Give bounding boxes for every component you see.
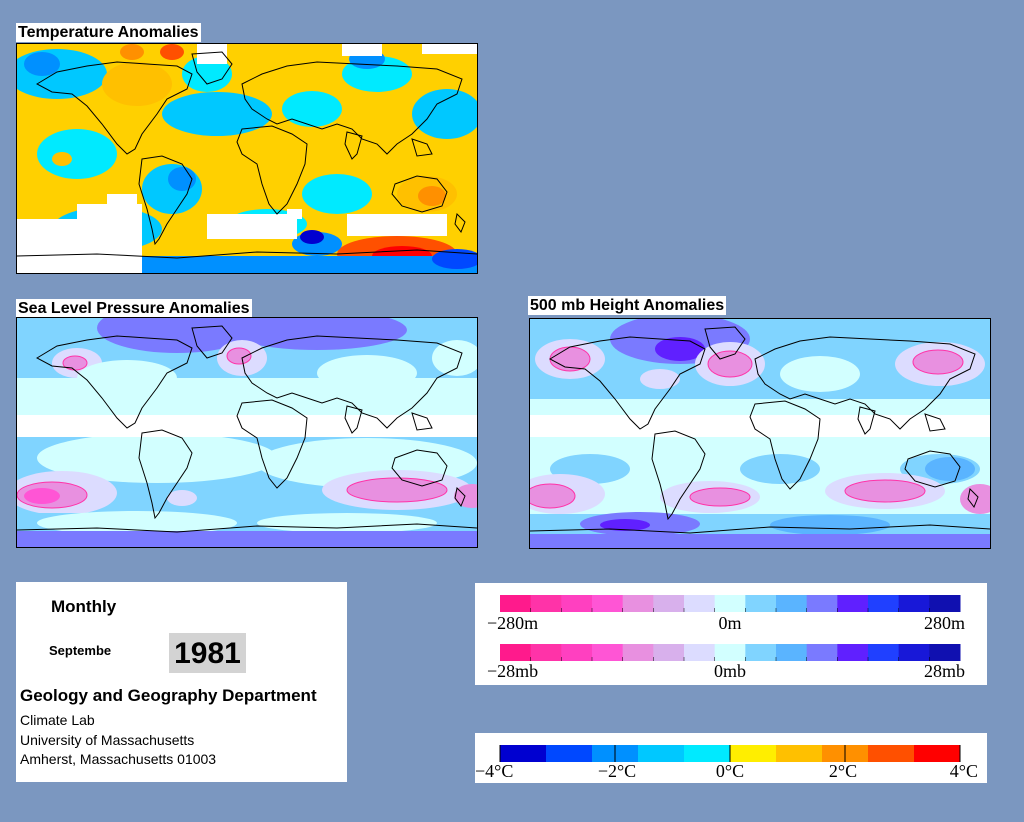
pressure-legend-swatch bbox=[592, 644, 624, 661]
pressure-legend-swatch bbox=[929, 644, 961, 661]
lab-name: Climate Lab bbox=[20, 712, 95, 728]
temperature-map-title: Temperature Anomalies bbox=[16, 23, 201, 42]
height-legend-min: −280m bbox=[487, 613, 538, 633]
temperature-legend: −4°C −2°C 0°C 2°C 4°C bbox=[475, 733, 987, 783]
pressure-legend-swatch bbox=[806, 644, 838, 661]
pressure-legend-swatch bbox=[500, 644, 532, 661]
height-legend-swatch bbox=[868, 595, 900, 612]
height-legend-swatch bbox=[653, 595, 685, 612]
temperature-color-bar bbox=[499, 745, 961, 762]
year-display: 1981 bbox=[169, 633, 246, 673]
pressure-legend-swatch bbox=[868, 644, 900, 661]
slp-missing-equator-band bbox=[17, 415, 477, 437]
height-legend-swatch bbox=[714, 595, 746, 612]
temp-legend-plus4: 4°C bbox=[950, 761, 978, 781]
temp-legend-swatch bbox=[776, 745, 823, 762]
temp-legend-zero: 0°C bbox=[716, 761, 744, 781]
temp-legend-swatch bbox=[868, 745, 915, 762]
pressure-legend-swatch bbox=[745, 644, 777, 661]
info-panel: Monthly Septembe 1981 Geology and Geogra… bbox=[16, 582, 347, 782]
height-color-bar bbox=[500, 595, 961, 612]
height-legend-swatch bbox=[745, 595, 777, 612]
height-legend-swatch bbox=[592, 595, 624, 612]
pressure-legend-max: 28mb bbox=[924, 661, 965, 681]
temp-legend-minus4: −4°C bbox=[475, 761, 513, 781]
pressure-color-bar bbox=[500, 644, 961, 661]
temp-legend-swatch bbox=[546, 745, 593, 762]
temp-legend-swatch bbox=[914, 745, 961, 762]
height-legend-swatch bbox=[776, 595, 808, 612]
missing-data-regions bbox=[17, 44, 477, 273]
pressure-legend-swatch bbox=[622, 644, 654, 661]
height-legend-swatch bbox=[898, 595, 930, 612]
height500-anomaly-field bbox=[530, 319, 990, 548]
height-legend-swatch bbox=[500, 595, 532, 612]
height-legend-swatch bbox=[837, 595, 869, 612]
temp-legend-minus2: −2°C bbox=[598, 761, 636, 781]
pressure-legend-swatch bbox=[561, 644, 593, 661]
university-name: University of Massachusetts bbox=[20, 732, 195, 748]
month-label: Septembe bbox=[49, 643, 112, 658]
pressure-legend-swatch bbox=[898, 644, 930, 661]
temp-legend-swatch bbox=[730, 745, 777, 762]
pressure-legend-zero: 0mb bbox=[714, 661, 746, 681]
temp-legend-swatch bbox=[638, 745, 685, 762]
pressure-legend-swatch bbox=[714, 644, 746, 661]
temperature-anomaly-map bbox=[16, 43, 478, 274]
temp-legend-swatch bbox=[684, 745, 731, 762]
pressure-legend-swatch bbox=[530, 644, 562, 661]
height-legend-swatch bbox=[806, 595, 838, 612]
height-legend-swatch bbox=[530, 595, 562, 612]
slp-map-title: Sea Level Pressure Anomalies bbox=[16, 299, 252, 318]
temp-legend-plus2: 2°C bbox=[829, 761, 857, 781]
pressure-legend-min: −28mb bbox=[487, 661, 538, 681]
pressure-legend-swatch bbox=[653, 644, 685, 661]
height-missing-equator-band bbox=[530, 415, 990, 437]
pressure-legend-swatch bbox=[684, 644, 716, 661]
height-legend-swatch bbox=[684, 595, 716, 612]
anomaly-legend: −280m 0m 280m −28mb 0mb 28mb bbox=[475, 583, 987, 685]
height-legend-max: 280m bbox=[924, 613, 965, 633]
address-line: Amherst, Massachusetts 01003 bbox=[20, 751, 217, 767]
height-legend-swatch bbox=[561, 595, 593, 612]
pressure-legend-swatch bbox=[776, 644, 808, 661]
period-label: Monthly bbox=[51, 597, 117, 616]
height-legend-zero: 0m bbox=[718, 613, 741, 633]
height-legend-swatch bbox=[929, 595, 961, 612]
height500-anomaly-map bbox=[529, 318, 991, 549]
pressure-legend-swatch bbox=[837, 644, 869, 661]
temp-legend-swatch bbox=[500, 745, 547, 762]
department-name: Geology and Geography Department bbox=[20, 686, 317, 705]
height-legend-swatch bbox=[622, 595, 654, 612]
height-map-title: 500 mb Height Anomalies bbox=[528, 296, 727, 315]
slp-anomaly-map bbox=[16, 317, 478, 548]
